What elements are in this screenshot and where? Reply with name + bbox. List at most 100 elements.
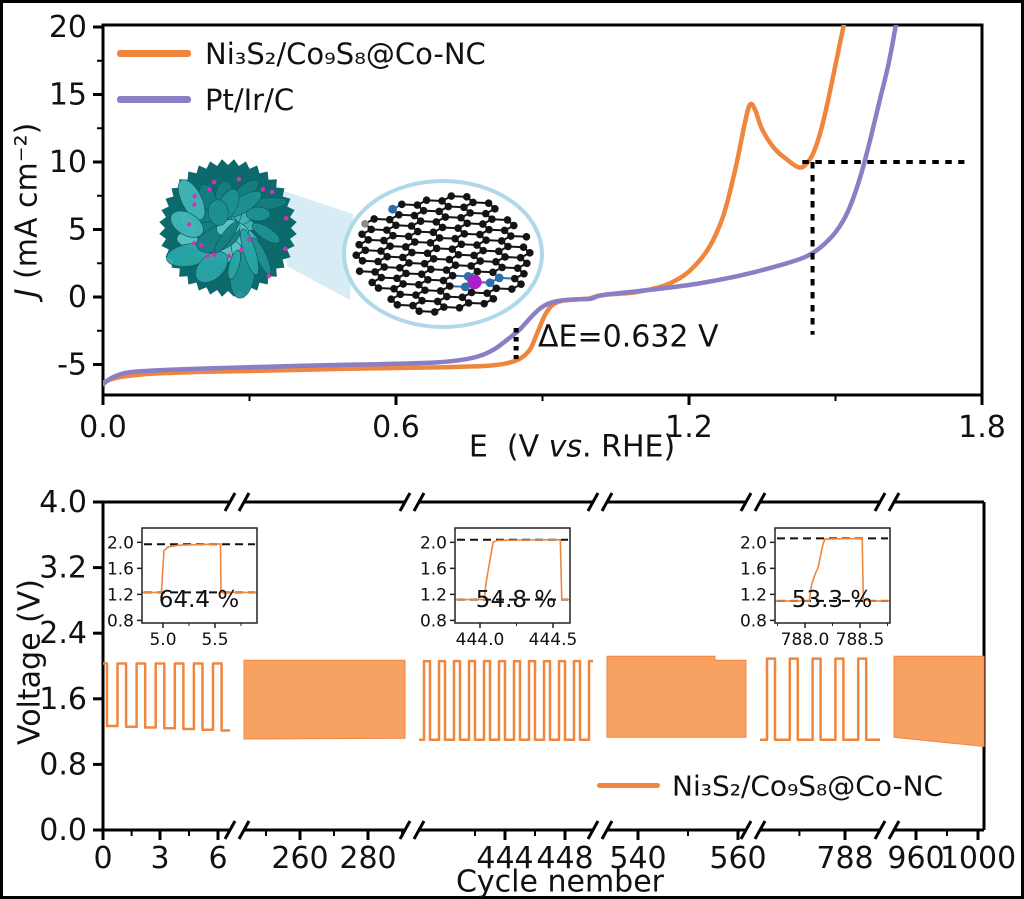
nitrogen-atom	[460, 282, 470, 292]
cycling-pulse-segment-0	[103, 662, 230, 732]
carbon-atom	[420, 259, 429, 268]
carbon-atom	[368, 278, 376, 287]
carbon-atom	[492, 284, 501, 293]
inset-y-tick-label: 1.6	[420, 559, 447, 579]
carbon-atom	[432, 244, 441, 253]
axis-break-mark	[739, 492, 753, 512]
carbon-atom	[410, 211, 419, 220]
bottom-y-tick-label: 0.8	[39, 747, 87, 782]
carbon-atom	[374, 284, 383, 292]
carbon-atom	[441, 213, 450, 221]
carbon-atom	[436, 287, 445, 295]
carbon-atom	[503, 216, 512, 224]
carbon-atom	[522, 232, 531, 241]
carbon-atom	[393, 301, 402, 309]
carbon-atom	[427, 265, 435, 274]
lsv-curve-ptirc	[103, 25, 899, 387]
co-dopant-dot	[236, 177, 242, 182]
carbon-atom	[469, 198, 477, 207]
co-dopant-dot	[260, 187, 266, 192]
carbon-atom	[501, 253, 509, 261]
carbon-atom	[367, 225, 376, 234]
carbon-atom	[458, 293, 467, 302]
carbon-atom	[476, 230, 484, 239]
carbon-atom	[416, 217, 425, 225]
co-dopant-dot	[192, 194, 197, 199]
graphene-inset-illustration	[342, 179, 544, 329]
bottom-x-tick-label: 788	[816, 841, 873, 876]
co-dopant-dot	[270, 189, 275, 195]
co-dopant-dot	[205, 254, 210, 259]
carbon-atom	[498, 263, 506, 272]
carbon-atom	[519, 243, 528, 252]
carbon-atom	[432, 218, 441, 226]
carbon-atom	[513, 264, 522, 272]
inset-y-tick-label: 1.2	[107, 585, 134, 605]
bottom-x-tick-label: 540	[609, 841, 666, 876]
inset-x-tick-label: 788.5	[836, 630, 885, 650]
carbon-atom	[405, 259, 413, 267]
carbon-atom	[380, 263, 389, 271]
carbon-atom	[390, 284, 398, 293]
inset-y-tick-label: 0.8	[107, 611, 134, 631]
carbon-atom	[377, 273, 386, 282]
carbon-atom	[492, 258, 500, 266]
carbon-atom	[517, 280, 525, 289]
axis-break-mark	[237, 820, 251, 840]
axis-break-mark	[398, 492, 412, 512]
axis-break-mark	[586, 492, 600, 512]
carbon-atom	[398, 200, 406, 209]
bottom-y-tick-label: 1.6	[39, 682, 87, 717]
carbon-atom	[371, 268, 379, 276]
bottom-x-tick-label: 3	[150, 841, 169, 876]
carbon-atom	[361, 246, 370, 255]
carbon-atom	[448, 271, 457, 280]
carbon-atom	[483, 289, 491, 298]
carbon-atom	[414, 280, 423, 289]
carbon-atom	[377, 247, 385, 255]
carbon-atom	[355, 267, 364, 276]
carbon-atom	[439, 276, 448, 285]
carbon-atom	[418, 296, 426, 305]
carbon-atom	[482, 236, 490, 244]
cycling-pulse-segment-2	[419, 659, 593, 742]
carbon-atom	[419, 206, 428, 215]
carbon-atom	[454, 250, 463, 259]
carbon-atom	[393, 274, 401, 283]
carbon-atom	[447, 192, 456, 200]
inset-y-tick-label: 2.0	[107, 533, 134, 553]
top-y-tick-label: 10	[49, 145, 87, 180]
bottom-y-axis-title: Voltage (V)	[12, 579, 48, 745]
carbon-atom	[523, 259, 531, 268]
inset-voltage-curve	[142, 543, 257, 594]
carbon-atom	[414, 227, 422, 236]
legend-swatch-ptirc	[117, 96, 191, 103]
axis-break-mark	[753, 820, 767, 840]
carbon-atom	[412, 291, 420, 299]
carbon-atom	[476, 257, 485, 265]
carbon-atom	[507, 232, 515, 240]
axis-break-mark	[887, 820, 901, 840]
carbon-atom	[382, 226, 391, 234]
carbon-atom	[451, 261, 460, 270]
carbon-atom	[467, 288, 476, 297]
carbon-atom	[484, 199, 493, 207]
carbon-atom	[489, 295, 498, 303]
carbon-atom	[504, 242, 512, 251]
inset-chart-2: 0.8 1.2 1.6 2.0 444.0 444.5	[420, 527, 577, 650]
carbon-atom	[409, 301, 417, 310]
inset2-efficiency-label: 54.8 %	[475, 586, 557, 613]
carbon-atom	[448, 245, 457, 253]
axis-break-mark	[586, 820, 600, 840]
inset-x-tick-label: 444.0	[456, 630, 505, 650]
carbon-atom	[352, 251, 360, 259]
top-y-tick-label: 20	[49, 10, 87, 45]
inset-y-tick-label: 0.8	[740, 611, 767, 631]
bottom-y-tick-label: 0.0	[39, 813, 87, 848]
bottom-legend-swatch	[597, 783, 660, 788]
top-y-tick-label: 15	[49, 78, 87, 113]
carbon-atom	[497, 237, 506, 245]
axis-break-mark	[223, 492, 237, 512]
